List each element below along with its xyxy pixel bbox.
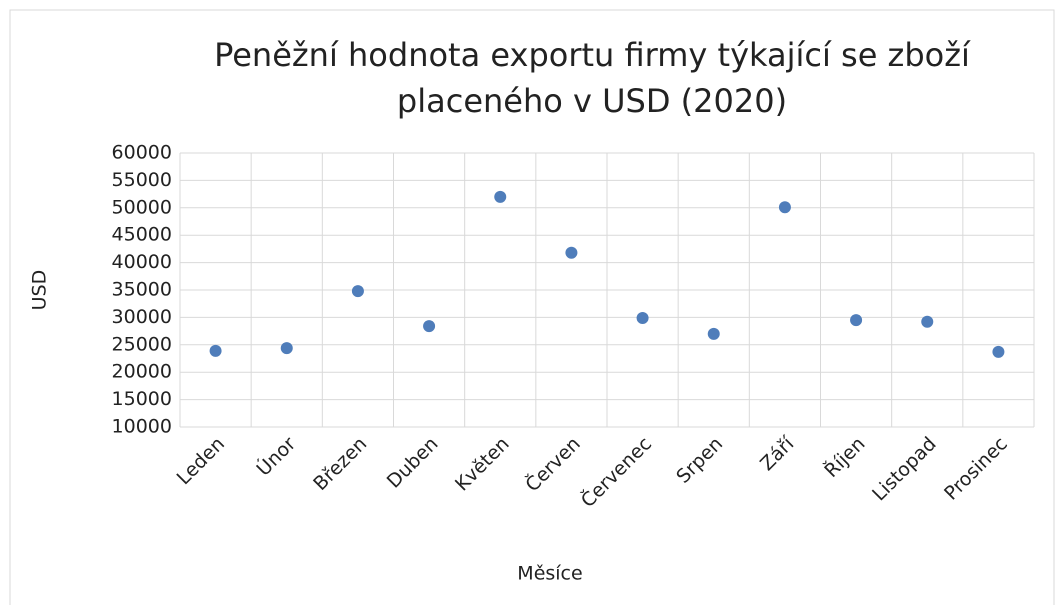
y-tick-label: 60000 bbox=[112, 142, 172, 164]
x-tick-label: Březen bbox=[309, 433, 371, 495]
data-point bbox=[636, 311, 649, 324]
chart-title: Peněžní hodnota exportu firmy týkající s… bbox=[214, 36, 970, 120]
data-point bbox=[778, 201, 791, 214]
x-tick-label: Únor bbox=[251, 431, 300, 480]
x-tick-label: Červenec bbox=[575, 431, 656, 512]
y-tick-label: 55000 bbox=[112, 169, 172, 191]
data-point bbox=[209, 344, 222, 357]
y-tick-label: 10000 bbox=[112, 416, 172, 438]
data-point bbox=[351, 285, 364, 298]
y-tick-label: 15000 bbox=[112, 388, 172, 410]
y-tick-label: 35000 bbox=[112, 279, 172, 301]
data-point bbox=[707, 327, 720, 340]
data-point bbox=[921, 315, 934, 328]
y-tick-label: 50000 bbox=[112, 196, 172, 218]
chart-border bbox=[9, 9, 1055, 605]
x-axis-label: Měsíce bbox=[517, 563, 582, 585]
x-tick-label: Prosinec bbox=[940, 433, 1012, 505]
y-axis-label: USD bbox=[29, 270, 51, 311]
data-point bbox=[850, 314, 863, 327]
y-tick-label: 20000 bbox=[112, 361, 172, 383]
y-tick-label: 45000 bbox=[112, 224, 172, 246]
x-tick-label: Duben bbox=[383, 433, 443, 493]
x-tick-label: Říjen bbox=[820, 432, 870, 482]
y-tick-label: 25000 bbox=[112, 333, 172, 355]
x-tick-label: Srpen bbox=[672, 433, 727, 488]
y-tick-label: 30000 bbox=[112, 306, 172, 328]
data-point bbox=[992, 345, 1005, 358]
x-tick-label: Listopad bbox=[868, 433, 941, 506]
x-tick-label: Leden bbox=[173, 433, 229, 489]
x-tick-label: Červen bbox=[520, 431, 585, 496]
y-tick-label: 40000 bbox=[112, 251, 172, 273]
x-tick-label: Září bbox=[756, 432, 799, 475]
x-tick-label: Květen bbox=[451, 433, 514, 496]
data-point bbox=[280, 342, 293, 355]
data-point bbox=[494, 190, 507, 203]
data-point bbox=[565, 246, 578, 259]
data-point bbox=[423, 320, 436, 333]
